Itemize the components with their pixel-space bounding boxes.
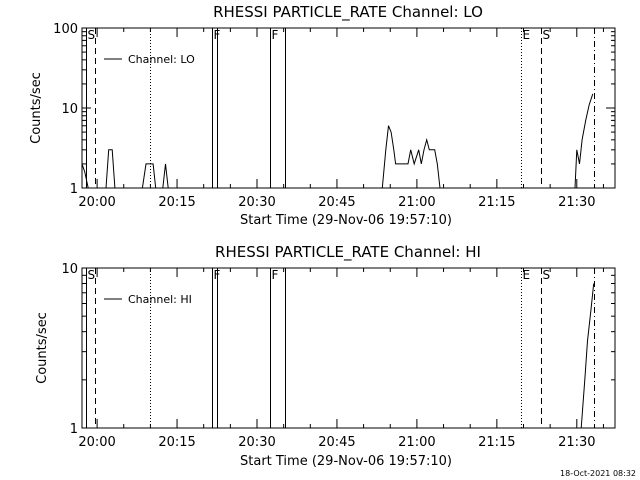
trace-lo: [81, 93, 594, 189]
series-segment: [580, 283, 595, 429]
series-segment: [81, 163, 89, 189]
legend-lo: Channel: LO: [104, 53, 195, 66]
chart-title-lo: RHESSI PARTICLE_RATE Channel: LO: [213, 3, 483, 22]
x-tick-label: 20:00: [78, 195, 115, 210]
y-tick-label: 10: [61, 262, 78, 277]
x-ticks-hi: 20:00 20:15 20:30 20:45 21:00 21:15 21:30: [78, 268, 604, 450]
x-tick-label: 20:45: [318, 435, 355, 450]
event-marker-label: F: [272, 268, 279, 282]
x-tick-label: 20:30: [238, 195, 275, 210]
x-axis-label-lo: Start Time (29-Nov-06 19:57:10): [240, 213, 452, 228]
x-ticks-lo: 20:00 20:15 20:30 20:45 21:00 21:15 21:30: [78, 28, 604, 210]
legend-hi: Channel: HI: [104, 293, 192, 306]
event-marker-label: S: [543, 268, 551, 282]
event-marker-label: S: [88, 28, 96, 42]
event-marker-label: S: [543, 28, 551, 42]
x-axis-label-hi: Start Time (29-Nov-06 19:57:10): [240, 454, 452, 469]
trace-hi: [580, 283, 595, 429]
plot-frame-lo: [81, 27, 616, 189]
series-segment: [574, 93, 594, 189]
x-tick-label: 21:30: [558, 195, 595, 210]
y-tick-label: 100: [53, 22, 78, 37]
y-axis-label-hi: Counts/sec: [35, 312, 50, 384]
y-tick-label: 1: [70, 182, 78, 197]
series-segment: [381, 125, 441, 189]
y-tick-label: 1: [70, 422, 78, 437]
x-tick-label: 21:15: [478, 435, 515, 450]
y-ticks-lo: 1 10 100: [53, 22, 615, 197]
series-segment: [141, 163, 157, 189]
x-tick-label: 21:30: [558, 435, 595, 450]
chart-title-hi: RHESSI PARTICLE_RATE Channel: HI: [215, 243, 481, 262]
event-marker-label: S: [88, 268, 96, 282]
legend-label-hi: Channel: HI: [128, 293, 192, 306]
x-tick-label: 20:00: [78, 435, 115, 450]
x-tick-label: 20:45: [318, 195, 355, 210]
plot-frame-hi: [81, 267, 616, 429]
legend-label-lo: Channel: LO: [128, 53, 195, 66]
generation-timestamp: 18-Oct-2021 08:32: [560, 469, 636, 478]
event-marker-label: E: [523, 28, 531, 42]
y-ticks-hi: 1 10: [61, 262, 615, 437]
y-tick-label: 10: [61, 102, 78, 117]
x-tick-label: 21:15: [478, 195, 515, 210]
x-tick-label: 21:00: [398, 195, 435, 210]
y-axis-label-lo: Counts/sec: [29, 72, 44, 144]
event-marker-label: F: [272, 28, 279, 42]
event-marker-label: E: [523, 268, 531, 282]
x-tick-label: 20:15: [158, 435, 195, 450]
series-segment: [162, 163, 169, 189]
series-segment: [105, 149, 116, 189]
x-tick-label: 21:00: [398, 435, 435, 450]
x-tick-label: 20:15: [158, 195, 195, 210]
x-tick-label: 20:30: [238, 435, 275, 450]
